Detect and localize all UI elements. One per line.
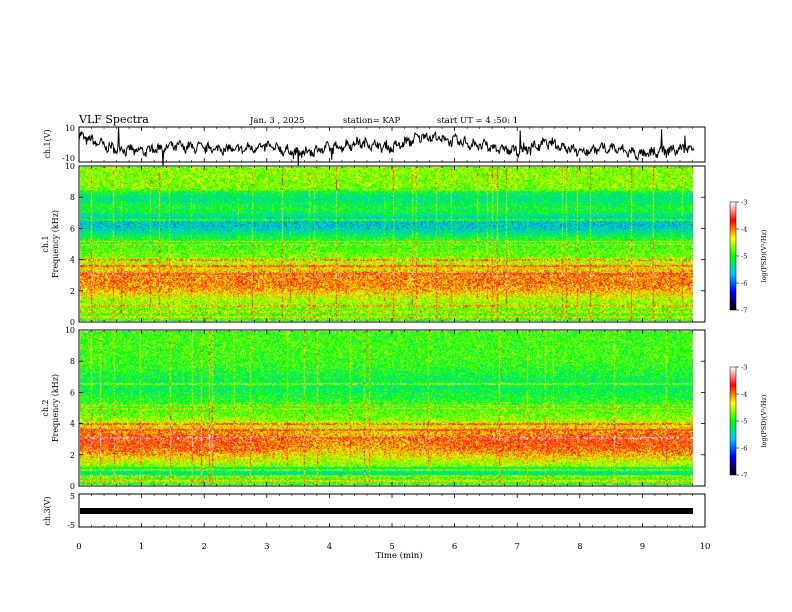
ch1-colorbar: -3 -4 -5 -6 -7 log(PSD)(V²/Hz) [729, 199, 768, 315]
ch1-waveform-line [78, 126, 695, 166]
y-tick-label: 0 [70, 318, 75, 327]
y-tick-label: 4 [70, 256, 75, 265]
ch1-spectrogram-yticks: 0 2 4 6 8 10 [65, 162, 705, 327]
x-tick-label: 0 [76, 542, 81, 552]
ch3-waveform-line [80, 508, 693, 514]
colorbar-tick-label: -5 [741, 418, 747, 426]
ch2-colorbar: -3 -4 -5 -6 -7 log(PSD)(V²/Hz) [729, 364, 768, 480]
y-tick-label: 6 [70, 388, 75, 397]
header-station: station= KAP [343, 116, 401, 126]
colorbar-tick-label: -3 [741, 199, 747, 207]
colorbar-tick-label: -4 [741, 226, 747, 234]
y-tick-label: 10 [65, 326, 75, 335]
ch1-spectrogram-panel: 0 2 4 6 8 10 ch.1 Frequency (kHz) [41, 162, 706, 327]
ch1-spectrogram-ylabel-frequency: Frequency (kHz) [51, 210, 60, 278]
ch1-spectrogram-heatmap [80, 167, 693, 321]
ch1-ylabel: ch.1(V) [43, 129, 52, 158]
ch3-ytick-bottom: -5 [67, 521, 75, 530]
x-tick-label: 9 [640, 542, 645, 552]
ch2-spectrogram-yticks: 0 2 4 6 8 10 [65, 326, 705, 491]
x-tick-label: 8 [577, 542, 582, 552]
header-date: Jan. 3 , 2025 [249, 116, 305, 126]
colorbar-tick-label: -7 [741, 307, 747, 315]
ch3-ytick-top: 5 [70, 492, 75, 501]
x-tick-label: 10 [700, 542, 711, 552]
time-axis-ticks: 0 1 2 3 4 5 6 7 8 9 10 [76, 127, 710, 552]
y-tick-label: 2 [70, 451, 75, 460]
ch2-colorbar-label: log(PSD)(V²/Hz) [760, 394, 768, 447]
ch1-colorbar-label: log(PSD)(V²/Hz) [760, 229, 768, 282]
ch3-ylabel: ch.3(V) [43, 496, 52, 525]
colorbar-tick-label: -4 [741, 391, 747, 399]
x-tick-label: 1 [139, 542, 144, 552]
x-tick-label: 5 [389, 542, 394, 552]
ch1-ytick-top: 10 [65, 124, 75, 133]
ch1-colorbar-gradient [730, 202, 736, 310]
y-tick-label: 4 [70, 420, 75, 429]
ch2-colorbar-gradient [730, 367, 736, 475]
y-tick-label: 8 [70, 193, 75, 202]
colorbar-tick-label: -6 [741, 280, 747, 288]
y-tick-label: 0 [70, 482, 75, 491]
colorbar-tick-label: -3 [741, 364, 747, 372]
y-tick-label: 2 [70, 287, 75, 296]
ch1-ytick-bottom: -10 [62, 154, 75, 163]
y-tick-label: 8 [70, 357, 75, 366]
y-tick-label: 6 [70, 224, 75, 233]
x-tick-label: 2 [201, 542, 206, 552]
ch2-spectrogram-ylabel-channel: ch.2 [41, 399, 50, 416]
x-tick-label: 4 [327, 542, 332, 552]
ch2-spectrogram-panel: 0 2 4 6 8 10 ch.2 Frequency (kHz) [41, 326, 706, 491]
ch3-waveform-panel: 5 -5 ch.3(V) [43, 492, 706, 530]
figure-title: VLF Spectra [78, 113, 149, 126]
x-tick-label: 6 [452, 542, 457, 552]
time-axis-label: Time (min) [375, 550, 422, 561]
ch1-spectrogram-ylabel-channel: ch.1 [41, 235, 50, 252]
x-tick-label: 3 [264, 542, 269, 552]
x-tick-label: 7 [514, 542, 519, 552]
y-tick-label: 10 [65, 162, 75, 171]
ch1-waveform-panel: 10 -10 ch.1(V) [43, 124, 706, 166]
ch2-spectrogram-ylabel-frequency: Frequency (kHz) [51, 374, 60, 442]
ch1-colorbar-ticks: -3 -4 -5 -6 -7 [736, 199, 747, 315]
colorbar-tick-label: -6 [741, 445, 747, 453]
colorbar-tick-label: -5 [741, 253, 747, 261]
ch2-spectrogram-heatmap [80, 331, 693, 485]
colorbar-tick-label: -7 [741, 472, 747, 480]
ch2-colorbar-ticks: -3 -4 -5 -6 -7 [736, 364, 747, 480]
header-start-time: start UT = 4 :50: 1 [437, 116, 518, 126]
